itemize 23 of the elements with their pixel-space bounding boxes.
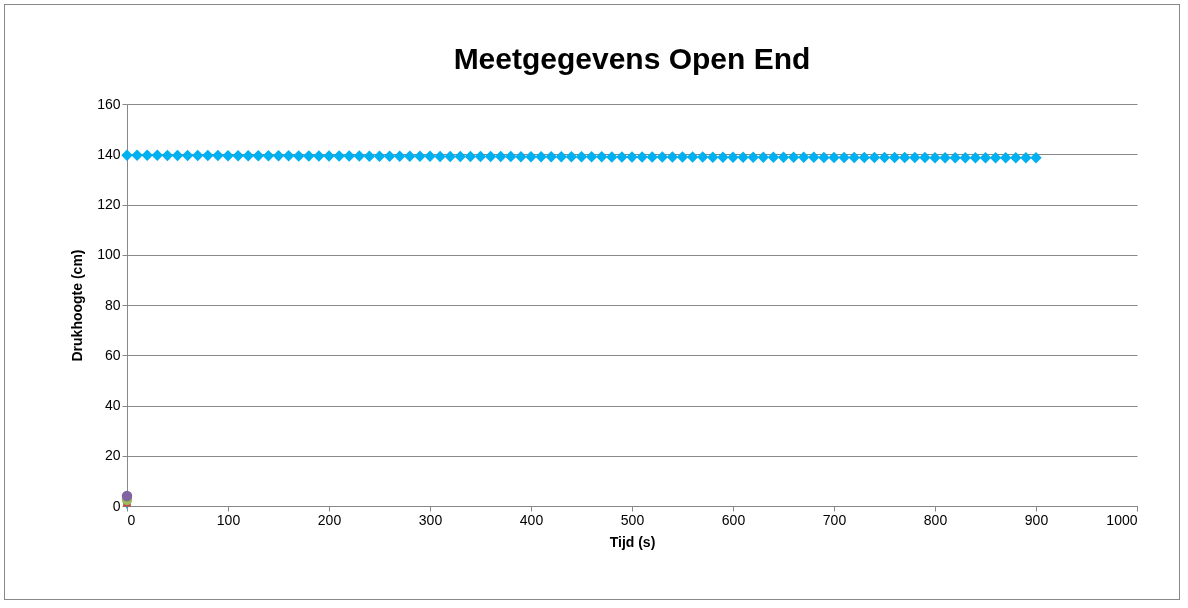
- x-tick-label: 800: [923, 511, 948, 528]
- x-tick-label: 500: [620, 511, 645, 528]
- x-tick-label: 600: [721, 511, 746, 528]
- x-tick-label: 200: [317, 511, 342, 528]
- x-tick-label: 400: [519, 511, 544, 528]
- x-tick-label: 1000: [1106, 511, 1138, 528]
- chart-title: Meetgegevens Open End: [453, 42, 811, 75]
- x-tick-label: 300: [418, 511, 443, 528]
- y-tick-label: 0: [112, 497, 121, 514]
- x-tick-label: 0: [127, 511, 136, 528]
- x-tick-label: 700: [822, 511, 847, 528]
- y-tick-label: 80: [104, 296, 121, 313]
- y-tick-label: 60: [104, 346, 121, 363]
- x-axis-title: Tijd (s): [609, 533, 656, 550]
- x-tick-label: 100: [216, 511, 241, 528]
- y-tick-label: 100: [97, 246, 121, 263]
- y-axis-title: Drukhoogte (cm): [69, 249, 86, 362]
- y-tick-label: 20: [104, 447, 121, 464]
- y-tick-label: 120: [97, 196, 121, 212]
- x-tick-label: 900: [1024, 511, 1049, 528]
- y-tick-label: 40: [104, 397, 121, 413]
- y-tick-label: 160: [97, 95, 121, 112]
- y-tick-label: 140: [97, 145, 121, 162]
